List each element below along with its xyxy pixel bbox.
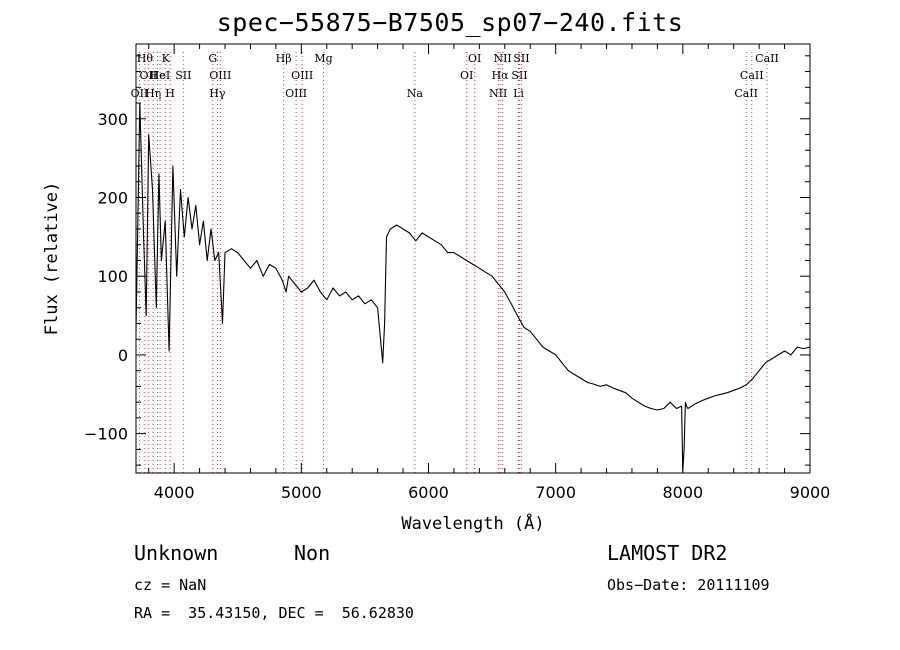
line-label: CaII bbox=[755, 52, 779, 65]
line-label: NII bbox=[493, 52, 511, 65]
line-label: NII bbox=[489, 87, 507, 100]
line-label: Hγ bbox=[209, 87, 226, 100]
line-label: Li bbox=[513, 87, 524, 100]
class-label: Unknown bbox=[134, 541, 219, 565]
spectrum-line bbox=[135, 102, 811, 472]
plot-frame bbox=[135, 43, 811, 474]
x-tick-label: 5000 bbox=[281, 483, 322, 502]
line-label: OIII bbox=[291, 69, 313, 82]
y-axis-label: Flux (relative) bbox=[42, 182, 62, 336]
survey-label: LAMOST DR2 bbox=[607, 541, 728, 565]
y-tick-label: −100 bbox=[84, 425, 128, 444]
line-label: SII bbox=[513, 52, 529, 65]
line-label: K bbox=[162, 52, 171, 65]
y-tick-label: 100 bbox=[97, 267, 128, 286]
obs-date-label: Obs−Date: 20111109 bbox=[607, 576, 770, 594]
line-label: OI bbox=[468, 52, 481, 65]
redshift-label: cz = NaN bbox=[134, 576, 207, 594]
line-label: He bbox=[149, 69, 165, 82]
line-label: OI bbox=[460, 69, 473, 82]
line-label: H bbox=[165, 87, 175, 100]
line-label: OII bbox=[131, 87, 149, 100]
x-tick-label: 7000 bbox=[535, 483, 576, 502]
line-label: OIII bbox=[209, 69, 231, 82]
x-tick-label: 4000 bbox=[154, 483, 195, 502]
x-tick-label: 8000 bbox=[662, 483, 703, 502]
line-label: G bbox=[208, 52, 217, 65]
line-label: CaII bbox=[734, 87, 758, 100]
line-label: Hη bbox=[145, 87, 161, 100]
line-label: Mg bbox=[314, 52, 332, 65]
line-label: CaII bbox=[740, 69, 764, 82]
x-tick-label: 9000 bbox=[790, 483, 831, 502]
line-label: Hβ bbox=[276, 52, 292, 65]
y-tick-label: 300 bbox=[97, 110, 128, 129]
line-label: SII bbox=[511, 69, 527, 82]
line-label: Hα bbox=[492, 69, 510, 82]
y-tick-label: 200 bbox=[97, 188, 128, 207]
line-label: Na bbox=[407, 87, 424, 100]
line-label: HeI bbox=[150, 69, 170, 82]
chart-title: spec−55875−B7505_sp07−240.fits bbox=[216, 8, 684, 37]
y-tick-label: 0 bbox=[118, 346, 128, 365]
line-label: Hθ bbox=[137, 52, 154, 65]
x-tick-label: 6000 bbox=[408, 483, 449, 502]
coordinates-label: RA = 35.43150, DEC = 56.62830 bbox=[134, 604, 414, 622]
x-axis-label: Wavelength (Å) bbox=[401, 512, 544, 534]
line-label: SII bbox=[175, 69, 191, 82]
line-label: OIII bbox=[285, 87, 307, 100]
subclass-label: Non bbox=[294, 541, 331, 565]
